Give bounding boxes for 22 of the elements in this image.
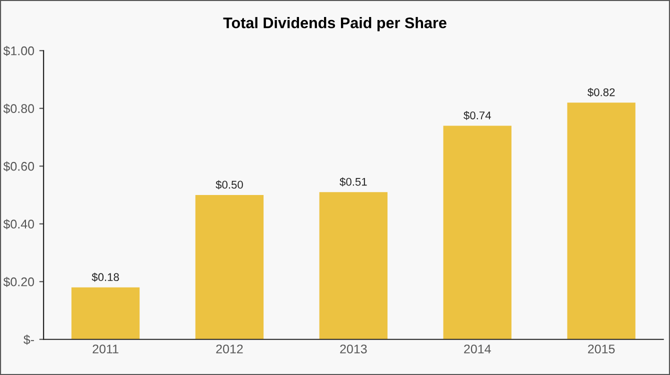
y-tick-label: $0.20 bbox=[3, 276, 34, 288]
data-label: $0.82 bbox=[588, 88, 615, 97]
bar bbox=[567, 102, 636, 340]
y-tick-label: $0.80 bbox=[3, 104, 34, 114]
y-tick-label: $- bbox=[24, 334, 34, 345]
data-label: $0.50 bbox=[216, 180, 243, 190]
x-tick-label: 2013 bbox=[340, 344, 367, 354]
bar bbox=[443, 126, 512, 340]
data-label: $0.74 bbox=[464, 111, 491, 120]
bar bbox=[319, 192, 388, 340]
x-tick-label: 2014 bbox=[464, 344, 491, 354]
data-label: $0.18 bbox=[92, 272, 119, 282]
x-tick-label: 2015 bbox=[588, 344, 615, 354]
y-tick-label: $0.60 bbox=[3, 161, 34, 172]
y-tick-label: $0.40 bbox=[3, 219, 34, 230]
bar bbox=[195, 195, 264, 340]
bar bbox=[71, 287, 140, 340]
data-label: $0.51 bbox=[340, 177, 367, 186]
chart-title: Total Dividends Paid per Share bbox=[223, 17, 446, 32]
x-tick-label: 2011 bbox=[92, 344, 118, 354]
x-tick-label: 2012 bbox=[216, 344, 243, 354]
y-tick-label: $1.00 bbox=[3, 46, 34, 56]
